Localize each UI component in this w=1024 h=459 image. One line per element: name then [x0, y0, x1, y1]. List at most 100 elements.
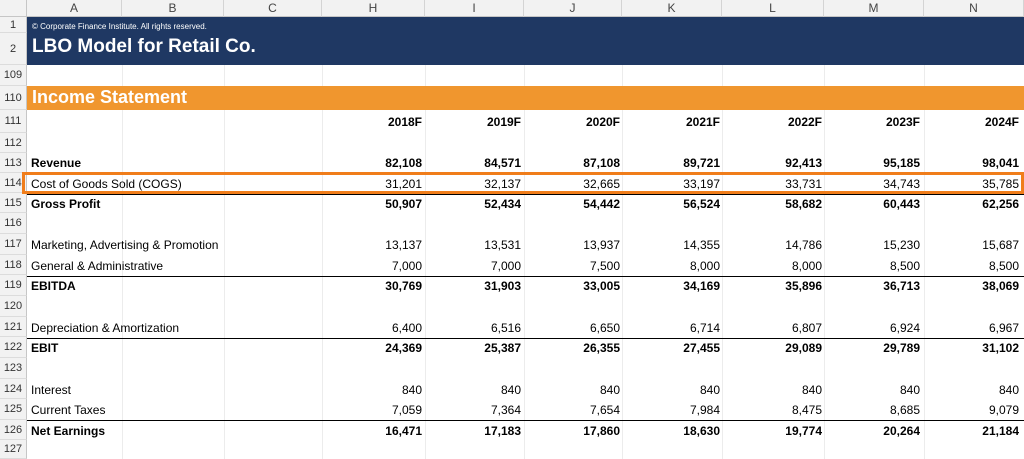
revenue-row-label[interactable]: Revenue: [31, 156, 82, 170]
ebit-row-value[interactable]: 26,355: [583, 341, 620, 355]
row-header-127[interactable]: 127: [0, 440, 27, 459]
column-header-j[interactable]: J: [524, 0, 622, 17]
taxes-row-value[interactable]: 7,654: [589, 403, 620, 417]
ga-row-value[interactable]: 7,500: [589, 259, 620, 273]
ebit-row-value[interactable]: 31,102: [982, 341, 1019, 355]
row-header-125[interactable]: 125: [0, 399, 27, 420]
revenue-row-value[interactable]: 89,721: [683, 156, 720, 170]
ebitda-row-value[interactable]: 31,903: [484, 279, 521, 293]
row-header-117[interactable]: 117: [0, 234, 27, 255]
row-header-123[interactable]: 123: [0, 358, 27, 379]
column-header-k[interactable]: K: [622, 0, 722, 17]
select-all-corner[interactable]: [0, 0, 27, 17]
ga-row-value[interactable]: 7,000: [490, 259, 521, 273]
marketing-row-value[interactable]: 13,531: [484, 238, 521, 252]
row-header-115[interactable]: 115: [0, 193, 27, 213]
cogs-row-value[interactable]: 35,785: [982, 177, 1019, 191]
row-header-122[interactable]: 122: [0, 337, 27, 358]
net-earnings-row-value[interactable]: 18,630: [683, 424, 720, 438]
taxes-row-value[interactable]: 7,059: [391, 403, 422, 417]
row-header-111[interactable]: 111: [0, 110, 27, 133]
marketing-row-value[interactable]: 15,687: [982, 238, 1019, 252]
net-earnings-row-label[interactable]: Net Earnings: [31, 424, 106, 438]
ebitda-row-value[interactable]: 30,769: [385, 279, 422, 293]
ga-row-value[interactable]: 7,000: [391, 259, 422, 273]
ebit-row-value[interactable]: 29,089: [785, 341, 822, 355]
revenue-row-value[interactable]: 92,413: [785, 156, 822, 170]
cogs-row-value[interactable]: 32,665: [583, 177, 620, 191]
taxes-row-label[interactable]: Current Taxes: [31, 403, 106, 417]
row-header-118[interactable]: 118: [0, 255, 27, 275]
year-header-2018F[interactable]: 2018F: [387, 115, 422, 129]
cogs-row-value[interactable]: 34,743: [883, 177, 920, 191]
revenue-row-value[interactable]: 82,108: [385, 156, 422, 170]
cogs-row-value[interactable]: 33,731: [785, 177, 822, 191]
row-header-126[interactable]: 126: [0, 420, 27, 440]
column-header-n[interactable]: N: [924, 0, 1024, 17]
interest-row-value[interactable]: 840: [899, 383, 920, 397]
year-header-2019F[interactable]: 2019F: [486, 115, 521, 129]
net-earnings-row-value[interactable]: 21,184: [982, 424, 1019, 438]
gross-profit-row-value[interactable]: 58,682: [785, 197, 822, 211]
da-row-value[interactable]: 6,516: [490, 321, 521, 335]
cogs-row-value[interactable]: 33,197: [683, 177, 720, 191]
interest-row-label[interactable]: Interest: [31, 383, 72, 397]
taxes-row-value[interactable]: 7,364: [490, 403, 521, 417]
row-header-113[interactable]: 113: [0, 153, 27, 173]
ga-row-value[interactable]: 8,500: [889, 259, 920, 273]
column-header-m[interactable]: M: [824, 0, 924, 17]
cogs-row-value[interactable]: 31,201: [385, 177, 422, 191]
net-earnings-row-value[interactable]: 16,471: [385, 424, 422, 438]
revenue-row-value[interactable]: 87,108: [583, 156, 620, 170]
interest-row-value[interactable]: 840: [401, 383, 422, 397]
gross-profit-row-value[interactable]: 56,524: [683, 197, 720, 211]
da-row-value[interactable]: 6,967: [988, 321, 1019, 335]
row-header-124[interactable]: 124: [0, 379, 27, 399]
year-header-2022F[interactable]: 2022F: [787, 115, 822, 129]
da-row-value[interactable]: 6,714: [689, 321, 720, 335]
taxes-row-value[interactable]: 9,079: [988, 403, 1019, 417]
gross-profit-row-value[interactable]: 62,256: [982, 197, 1019, 211]
da-row-value[interactable]: 6,807: [791, 321, 822, 335]
net-earnings-row-value[interactable]: 20,264: [883, 424, 920, 438]
ga-row-value[interactable]: 8,000: [791, 259, 822, 273]
ebitda-row-label[interactable]: EBITDA: [31, 279, 76, 293]
interest-row-value[interactable]: 840: [500, 383, 521, 397]
row-header-110[interactable]: 110: [0, 86, 27, 110]
ebit-row-label[interactable]: EBIT: [31, 341, 59, 355]
interest-row-value[interactable]: 840: [801, 383, 822, 397]
row-header-116[interactable]: 116: [0, 213, 27, 234]
revenue-row-value[interactable]: 84,571: [484, 156, 521, 170]
ebitda-row-value[interactable]: 33,005: [583, 279, 620, 293]
interest-row-value[interactable]: 840: [599, 383, 620, 397]
ebitda-row-value[interactable]: 36,713: [883, 279, 920, 293]
taxes-row-value[interactable]: 7,984: [689, 403, 720, 417]
cogs-row-label[interactable]: Cost of Goods Sold (COGS): [31, 177, 182, 191]
cogs-row-value[interactable]: 32,137: [484, 177, 521, 191]
column-header-a[interactable]: A: [27, 0, 122, 17]
marketing-row-value[interactable]: 15,230: [883, 238, 920, 252]
ga-row-value[interactable]: 8,500: [988, 259, 1019, 273]
row-header-114[interactable]: 114: [0, 173, 27, 193]
revenue-row-value[interactable]: 98,041: [982, 156, 1019, 170]
ebitda-row-value[interactable]: 35,896: [785, 279, 822, 293]
year-header-2020F[interactable]: 2020F: [585, 115, 620, 129]
row-header-1[interactable]: 1: [0, 17, 27, 33]
ga-row-value[interactable]: 8,000: [689, 259, 720, 273]
interest-row-value[interactable]: 840: [699, 383, 720, 397]
marketing-row-value[interactable]: 14,355: [683, 238, 720, 252]
ebit-row-value[interactable]: 27,455: [683, 341, 720, 355]
marketing-row-label[interactable]: Marketing, Advertising & Promotion: [31, 238, 219, 252]
ga-row-label[interactable]: General & Administrative: [31, 259, 164, 273]
column-header-b[interactable]: B: [122, 0, 224, 17]
column-header-h[interactable]: H: [322, 0, 425, 17]
column-header-l[interactable]: L: [722, 0, 824, 17]
da-row-value[interactable]: 6,650: [589, 321, 620, 335]
taxes-row-value[interactable]: 8,685: [889, 403, 920, 417]
net-earnings-row-value[interactable]: 17,183: [484, 424, 521, 438]
ebitda-row-value[interactable]: 38,069: [982, 279, 1019, 293]
taxes-row-value[interactable]: 8,475: [791, 403, 822, 417]
ebitda-row-value[interactable]: 34,169: [683, 279, 720, 293]
row-header-120[interactable]: 120: [0, 296, 27, 317]
gross-profit-row-value[interactable]: 60,443: [883, 197, 920, 211]
